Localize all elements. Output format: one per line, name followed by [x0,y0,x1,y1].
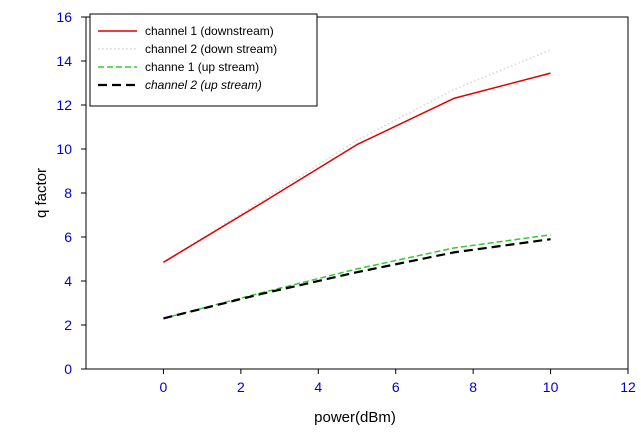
legend-layer: channel 1 (downstream) channel 2 (down st… [89,13,318,107]
series-line-3 [163,234,551,320]
y-tick-label: 4 [64,273,72,289]
ticks-layer: 0 2 4 6 8 10 12 0 2 4 6 8 10 12 14 16 [56,9,636,395]
legend-label-4: channel 2 (up stream) [145,78,262,92]
legend-box [89,13,318,107]
x-tick-label: 8 [469,379,477,395]
series-line-2 [163,49,551,263]
x-tick-label: 6 [392,379,400,395]
series-line-1 [163,72,551,263]
y-tick-label: 6 [64,229,72,245]
x-tick-label: 10 [543,379,559,395]
y-tick-label: 14 [56,53,72,69]
x-tick-label: 0 [160,379,168,395]
x-tick-label: 4 [314,379,322,395]
x-axis-label: power(dBm) [314,409,396,426]
y-tick-label: 10 [56,141,72,157]
x-tick-label: 2 [237,379,245,395]
legend-label-2: channel 2 (down stream) [145,42,277,56]
y-tick-label: 8 [64,185,72,201]
legend-label-1: channel 1 (downstream) [145,24,274,38]
legend-label-3: channe 1 (up stream) [145,60,259,74]
y-tick-label: 0 [64,361,72,377]
y-tick-label: 12 [56,97,72,113]
y-tick-label: 2 [64,317,72,333]
y-tick-label: 16 [56,9,72,25]
series-line-4 [163,238,551,320]
x-tick-label: 12 [620,379,636,395]
y-axis-label: q factor [33,168,50,218]
series-layer [163,49,551,320]
